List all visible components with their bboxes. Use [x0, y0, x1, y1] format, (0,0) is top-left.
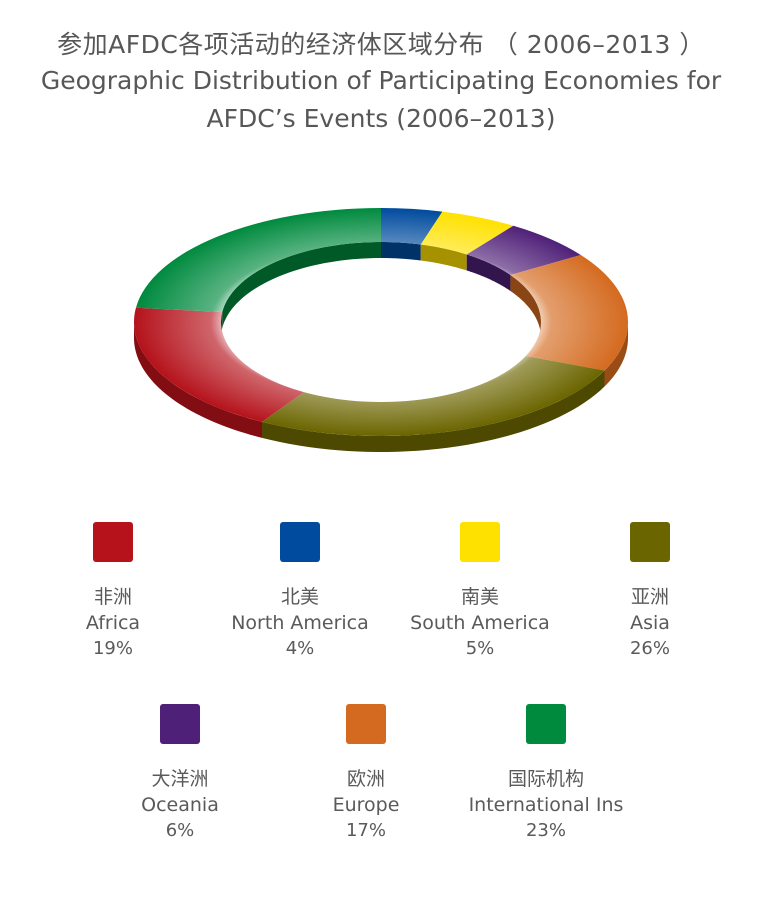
legend-value: 4% — [285, 638, 315, 659]
donut-chart — [134, 208, 629, 452]
legend-label-en: Asia — [630, 612, 670, 634]
legend-label-cn: 国际机构 — [507, 768, 584, 790]
donut-inner-wall-europe — [510, 274, 541, 338]
legend-value: 19% — [92, 638, 133, 659]
donut-slice-asia — [262, 356, 605, 436]
legend-label-cn: 非洲 — [93, 586, 132, 608]
legend-label-en: Africa — [85, 612, 141, 634]
legend-swatch-international — [526, 704, 566, 744]
legend-item-asia: 亚洲 Asia 26% — [560, 522, 740, 662]
donut-inner-wall-international — [222, 242, 381, 328]
donut-inner-wall-north-america — [381, 242, 421, 261]
legend-value: 23% — [525, 820, 566, 841]
legend-value: 17% — [345, 820, 386, 841]
legend-label-en: Oceania — [141, 794, 219, 816]
legend-swatch-south-america — [460, 522, 500, 562]
legend-item-south-america: 南美 South America 5% — [390, 522, 570, 662]
donut-slice-north-america — [381, 208, 443, 245]
legend-label-en: International Ins — [468, 794, 624, 816]
legend-swatch-africa — [93, 522, 133, 562]
legend-item-europe: 欧洲 Europe 17% — [276, 704, 456, 844]
donut-slice-international — [135, 208, 381, 312]
legend-swatch-oceania — [160, 704, 200, 744]
legend-swatch-north-america — [280, 522, 320, 562]
donut-slice-africa — [134, 307, 304, 422]
legend-label-cn: 大洋洲 — [151, 768, 209, 790]
legend-label-en: Europe — [332, 794, 400, 816]
donut-outer-wall-africa — [134, 322, 263, 438]
legend-swatch-europe — [346, 704, 386, 744]
legend-value: 5% — [465, 638, 495, 659]
legend-label-en: South America — [410, 612, 550, 634]
donut-slice-europe — [510, 254, 629, 371]
legend-label-cn: 北美 — [280, 586, 319, 608]
donut-outer-wall-europe — [604, 322, 628, 387]
donut-slice-south-america — [420, 211, 514, 255]
legend-label-cn: 欧洲 — [346, 768, 385, 790]
donut-inner-wall-oceania — [466, 254, 511, 291]
legend-value: 6% — [165, 820, 195, 841]
legend-label-cn: 亚洲 — [630, 586, 669, 608]
donut-inner-wall-south-america — [420, 244, 467, 271]
legend-item-oceania: 大洋洲 Oceania 6% — [90, 704, 270, 844]
chart-title-chinese: 参加AFDC各项活动的经济体区域分布 （ 2006–2013 ） — [57, 30, 705, 59]
chart-title-english: Geographic Distribution of Participating… — [40, 66, 722, 133]
donut-slice-oceania — [466, 225, 581, 275]
chart-title-block: 参加AFDC各项活动的经济体区域分布 （ 2006–2013 ） Geograp… — [0, 28, 762, 138]
legend-swatch-asia — [630, 522, 670, 562]
legend-item-north-america: 北美 North America 4% — [210, 522, 390, 662]
legend-label-en: North America — [231, 612, 369, 634]
legend-label-cn: 南美 — [460, 586, 499, 608]
donut-outer-wall-asia — [262, 370, 605, 452]
legend-item-africa: 非洲 Africa 19% — [23, 522, 203, 662]
legend-value: 26% — [629, 638, 670, 659]
legend-item-international: 国际机构 International Ins 23% — [456, 704, 636, 844]
